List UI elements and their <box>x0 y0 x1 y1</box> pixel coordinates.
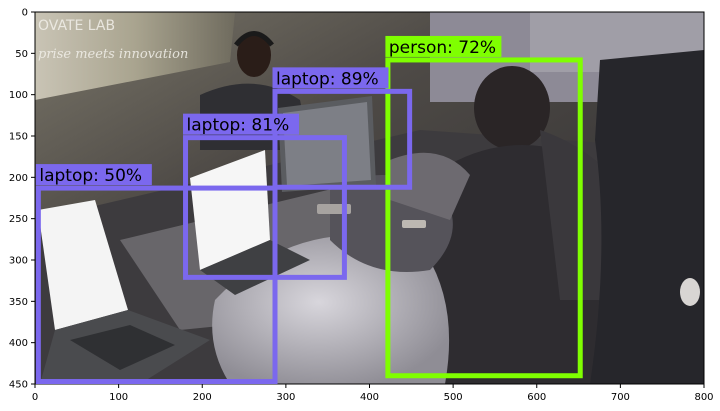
bounding-box <box>385 57 583 379</box>
detection-label: laptop: 81% <box>187 116 290 136</box>
y-tick-label: 300 <box>9 256 28 267</box>
x-tick-label: 0 <box>32 392 38 403</box>
laptop-left <box>38 200 210 384</box>
bounding-box <box>35 185 278 385</box>
y-tick-label: 400 <box>9 338 28 349</box>
y-tick-label: 150 <box>9 132 28 143</box>
y-tick-label: 50 <box>15 49 28 60</box>
x-tick-label: 500 <box>444 392 463 403</box>
label-background <box>35 164 152 186</box>
x-tick-label: 100 <box>109 392 128 403</box>
bounding-box <box>183 135 347 280</box>
y-tick-label: 0 <box>22 8 28 19</box>
label-background <box>272 67 389 89</box>
x-tick-label: 800 <box>694 392 713 403</box>
laptop-middle <box>190 150 310 295</box>
detection-laptop-3: laptop: 50% <box>35 164 278 385</box>
svg-text:prise meets innovation: prise meets innovation <box>38 47 188 62</box>
label-background <box>183 113 300 135</box>
x-tick-label: 200 <box>193 392 212 403</box>
detection-laptop-2: laptop: 81% <box>183 113 347 280</box>
x-tick-label: 600 <box>527 392 546 403</box>
x-tick-label: 700 <box>611 392 630 403</box>
y-axis: 0 50 100 150 200 250 300 350 400 450 <box>9 8 35 391</box>
svg-text:OVATE LAB: OVATE LAB <box>38 18 115 34</box>
y-tick-label: 250 <box>9 214 28 225</box>
detection-label: person: 72% <box>389 38 496 58</box>
label-background <box>385 35 502 57</box>
detection-label: laptop: 50% <box>39 166 142 186</box>
laptop-back <box>278 96 376 192</box>
detection-label: laptop: 89% <box>276 69 379 89</box>
y-tick-label: 200 <box>9 173 28 184</box>
detection-overlays: person: 72% laptop: 89% laptop: 81% laptop:… <box>35 35 583 385</box>
y-tick-label: 450 <box>9 380 28 391</box>
y-tick-label: 100 <box>9 90 28 101</box>
x-tick-label: 300 <box>276 392 295 403</box>
x-axis: 0 100 200 300 400 500 600 700 800 <box>32 384 714 403</box>
wall-sign: OVATE LAB prise meets innovation <box>38 18 188 62</box>
person-right <box>420 66 650 384</box>
y-tick-label: 350 <box>9 297 28 308</box>
detection-person-0: person: 72% <box>385 35 583 379</box>
x-tick-label: 400 <box>360 392 379 403</box>
